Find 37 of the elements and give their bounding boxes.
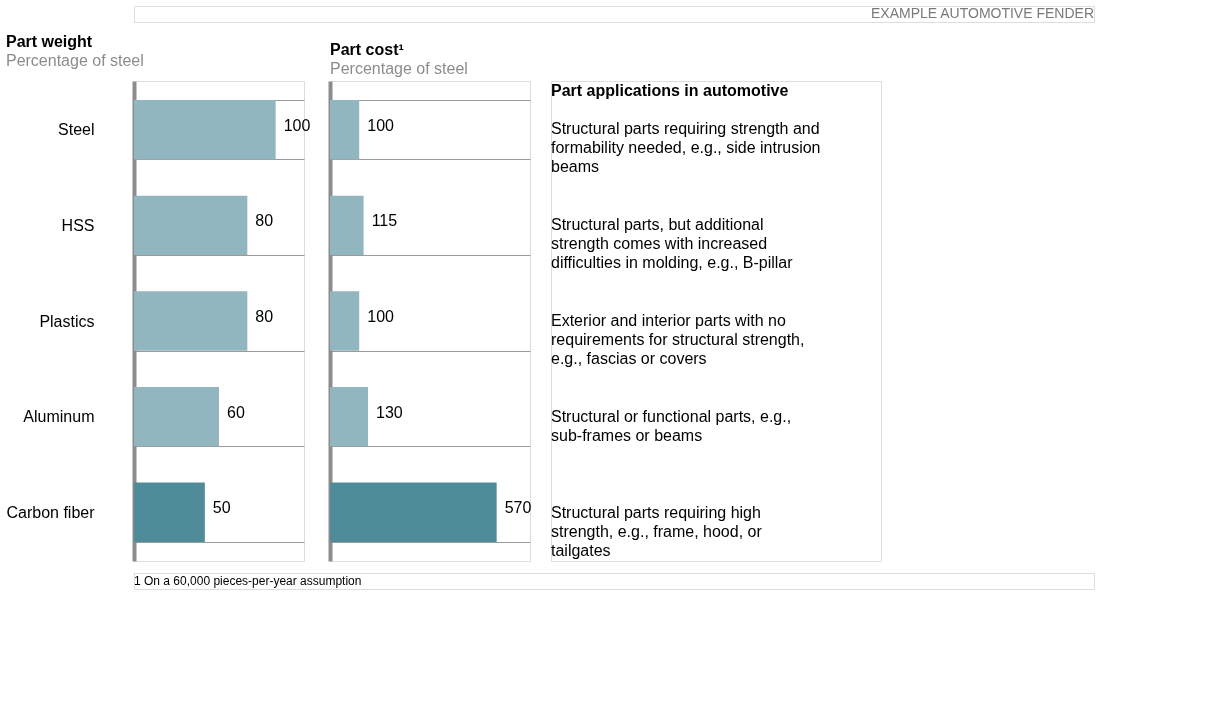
data-label: 80 <box>255 308 274 325</box>
text: Structural parts requiring strength and formability needed, e.g., side intrusion beams <box>551 120 821 175</box>
bar <box>134 291 248 351</box>
y-tick-label: Aluminum <box>23 408 95 426</box>
chart-subtitle: Percentage of steel <box>5 52 144 69</box>
bar <box>330 100 360 160</box>
y-tick-label: Plastics <box>39 312 95 330</box>
data-label: 570 <box>504 499 532 517</box>
chart-title: Part weight <box>5 33 93 50</box>
text: Structural parts, but additional strength comes with increased difficulties in molding, e.g., B-pillar <box>551 216 794 271</box>
data-label: 100 <box>367 116 395 134</box>
data-label: 80 <box>255 212 274 230</box>
text: 1 On a 60,000 pieces-per-year assumption <box>134 574 362 588</box>
data-label: 100 <box>367 308 395 325</box>
bar <box>134 482 205 542</box>
data-label: 60 <box>227 403 245 421</box>
bar <box>330 291 360 351</box>
text: EXAMPLE AUTOMOTIVE FENDER <box>870 5 1094 21</box>
text: Exterior and interior parts with no requirements for structural strength, e.g., fascias or covers <box>551 312 805 367</box>
y-tick-label: Steel <box>58 121 95 139</box>
text: Part applications in automotive <box>551 82 789 99</box>
bar <box>134 100 276 160</box>
bar <box>330 195 364 256</box>
text: Structural or functional parts, e.g., sub-frames or beams <box>551 408 792 444</box>
chart-title: Part cost¹ <box>330 41 404 58</box>
bar <box>134 195 248 256</box>
chart-subtitle: Percentage of steel <box>330 60 468 77</box>
data-label: 100 <box>283 116 311 134</box>
data-label: 115 <box>371 212 398 230</box>
bar <box>330 386 369 447</box>
bar <box>330 482 497 542</box>
data-label: 130 <box>376 403 403 421</box>
y-tick-label: Carbon fiber <box>6 503 96 521</box>
bar <box>134 386 219 447</box>
y-tick-label: HSS <box>61 216 95 234</box>
text: Structural parts requiring high strength, e.g., frame, hood, or tailgates <box>551 504 763 559</box>
data-label: 50 <box>212 499 231 517</box>
